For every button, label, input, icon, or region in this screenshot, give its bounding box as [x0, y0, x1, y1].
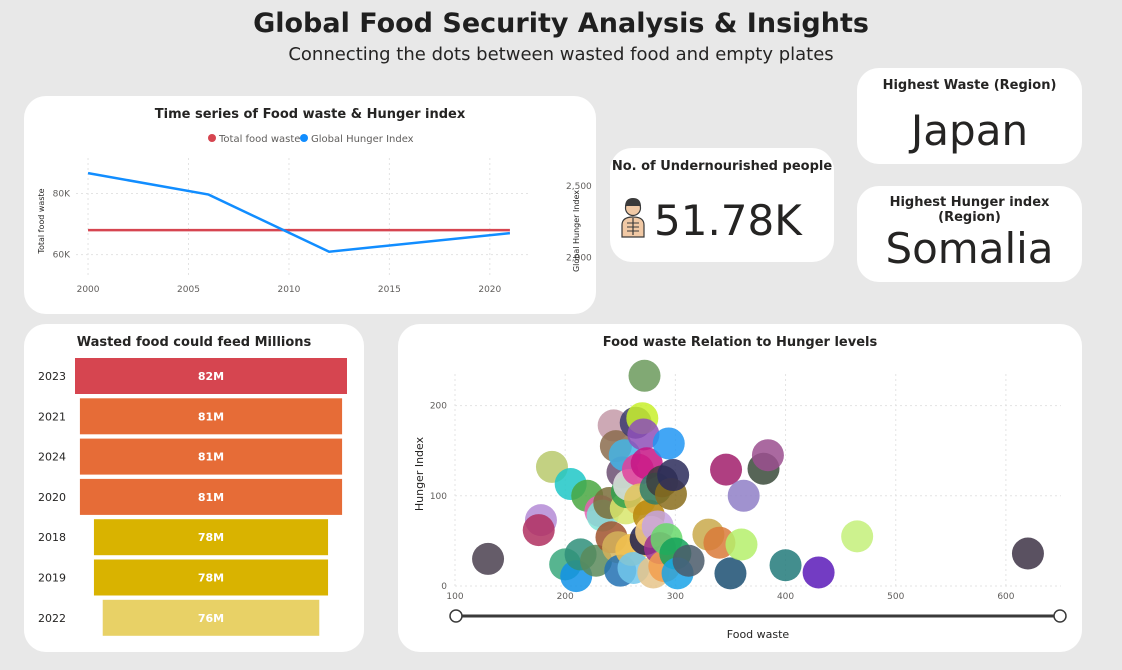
funnel-chart-title: Wasted food could feed Millions [77, 335, 312, 350]
undernourished-value: 51.78K [654, 196, 802, 245]
highest-hunger-card: Highest Hunger index (Region) Somalia [857, 186, 1082, 282]
scatter-card: Food waste Relation to Hunger levels 100 2… [398, 324, 1082, 652]
scatter-y-tick-label-1: 100 [430, 492, 447, 502]
scatter-point-47 [672, 544, 705, 577]
range-slider-start-handle[interactable] [449, 609, 463, 623]
scatter-x-tick-label-2: 300 [667, 592, 684, 602]
scatter-chart: Food waste Relation to Hunger levels 100 2… [413, 335, 1067, 641]
legend-label-1: Global Hunger Index [311, 134, 414, 145]
page-subtitle: Connecting the dots between wasted food … [288, 44, 834, 65]
x-tick-label-1: 2005 [177, 285, 200, 295]
y-tick-label-0: 60K [53, 251, 71, 261]
ts-chart-title: Time series of Food waste & Hunger index [155, 107, 466, 122]
funnel-bar-2024 [79, 438, 343, 475]
scatter-point-59 [1011, 537, 1044, 570]
scatter-point-51 [714, 557, 747, 590]
funnel-bar-label-2020: 81M [198, 491, 224, 504]
scatter-y-tick-label-0: 0 [441, 582, 447, 592]
funnel-bar-label-2023: 82M [198, 370, 224, 383]
legend-marker-0 [208, 134, 216, 142]
legend-label-0: Total food waste [218, 134, 300, 145]
scatter-y-tick-label-2: 200 [430, 402, 447, 412]
funnel-bar-2023 [75, 358, 347, 394]
funnel-bar-label-2022: 76M [198, 612, 224, 625]
scatter-point-30 [628, 359, 661, 392]
scatter-point-0 [472, 542, 505, 575]
series-line-hunger-index [87, 171, 511, 253]
legend-marker-1 [300, 134, 308, 142]
scatter-point-2 [522, 514, 555, 547]
funnel-category-label-2024: 2024 [38, 451, 66, 464]
funnel-card: Wasted food could feed Millions 82M 2023 81… [24, 324, 364, 652]
scatter-point-55 [751, 439, 784, 472]
scatter-point-53 [727, 479, 760, 512]
scatter-point-58 [841, 520, 874, 553]
scatter-point-50 [710, 453, 743, 486]
highest-hunger-label: Highest Hunger index (Region) [889, 195, 1050, 225]
scatter-point-52 [725, 528, 758, 561]
scatter-chart-title: Food waste Relation to Hunger levels [603, 335, 878, 350]
highest-waste-label: Highest Waste (Region) [882, 78, 1057, 93]
y2-axis-title: Global Hunger Index [572, 190, 581, 272]
funnel-category-label-2020: 2020 [38, 491, 66, 504]
undernourished-card: No. of Undernourished people 51.78K [610, 148, 834, 262]
funnel-bar-label-2024: 81M [198, 451, 224, 464]
y-axis-title: Total food waste [37, 188, 46, 254]
funnel-category-label-2018: 2018 [38, 531, 66, 544]
highest-hunger-value: Somalia [885, 224, 1054, 273]
funnel-bar-label-2021: 81M [198, 410, 224, 423]
scatter-x-axis-title: Food waste [727, 628, 790, 641]
funnel-bar-2018 [93, 519, 329, 556]
scatter-point-44 [657, 459, 690, 492]
scatter-y-axis-title: Hunger Index [413, 436, 426, 511]
scatter-x-tick-label-5: 600 [997, 592, 1014, 602]
funnel-category-label-2023: 2023 [38, 370, 66, 383]
scatter-point-56 [769, 549, 802, 582]
funnel-bar-2022 [102, 599, 320, 636]
y-tick-label-1: 80K [53, 190, 71, 200]
scatter-point-29 [627, 418, 660, 451]
scatter-x-tick-label-4: 500 [887, 592, 904, 602]
x-tick-label-0: 2000 [77, 285, 100, 295]
time-series-card: Time series of Food waste & Hunger index… [24, 96, 596, 314]
funnel-category-label-2021: 2021 [38, 410, 66, 423]
funnel-bar-label-2018: 78M [198, 531, 224, 544]
time-series-chart: Time series of Food waste & Hunger index… [37, 107, 592, 295]
scatter-x-tick-label-3: 400 [777, 592, 794, 602]
y2-tick-label-1: 2,500 [566, 182, 592, 192]
funnel-bar-2020 [79, 478, 343, 515]
person-skeleton-icon [621, 198, 645, 238]
x-tick-label-3: 2015 [378, 285, 401, 295]
funnel-chart: Wasted food could feed Millions 82M 2023 81… [38, 335, 347, 636]
highest-waste-card: Highest Waste (Region) Japan [857, 68, 1082, 164]
x-tick-label-4: 2020 [478, 285, 501, 295]
funnel-bar-label-2019: 78M [198, 572, 224, 585]
page-title: Global Food Security Analysis & Insights [253, 8, 869, 39]
range-slider-end-handle[interactable] [1053, 609, 1067, 623]
funnel-bar-2019 [93, 559, 329, 596]
funnel-bar-2021 [79, 398, 343, 435]
x-tick-label-2: 2010 [277, 285, 300, 295]
y2-tick-label-0: 2,000 [566, 253, 592, 263]
scatter-x-tick-label-1: 200 [557, 592, 574, 602]
funnel-category-label-2022: 2022 [38, 612, 66, 625]
undernourished-label: No. of Undernourished people [611, 159, 833, 174]
highest-waste-value: Japan [910, 106, 1029, 155]
funnel-category-label-2019: 2019 [38, 572, 66, 585]
scatter-point-57 [802, 556, 835, 589]
scatter-x-tick-label-0: 100 [446, 592, 463, 602]
scatter-point-42 [652, 427, 685, 460]
